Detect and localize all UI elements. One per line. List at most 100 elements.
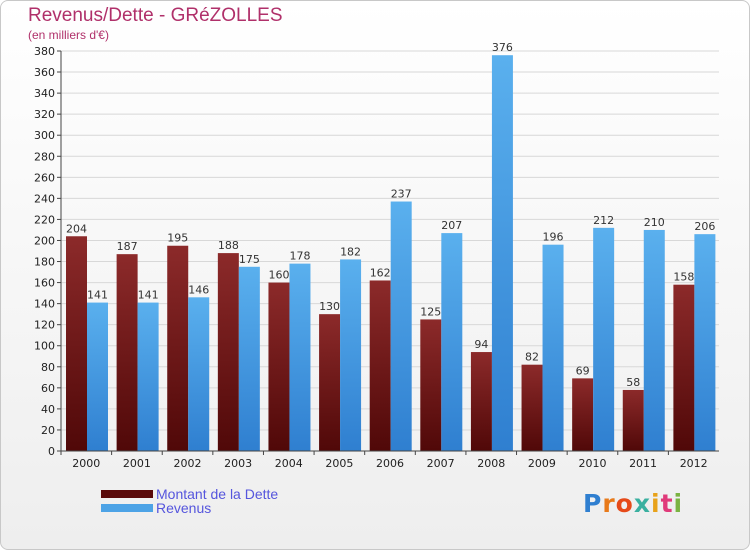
bar-debt-2012 bbox=[673, 284, 695, 451]
proxiti-logo: Proxiti bbox=[583, 489, 684, 518]
bar-debt-2000 bbox=[66, 236, 87, 451]
value-label-debt-2009: 82 bbox=[525, 351, 539, 364]
chart-subtitle: (en milliers d'€) bbox=[28, 28, 109, 42]
legend-item-revenue: Revenus bbox=[101, 500, 278, 516]
x-tick-label-2008: 2008 bbox=[477, 457, 505, 470]
bar-debt-2008 bbox=[470, 352, 492, 451]
x-tick-label-2010: 2010 bbox=[578, 457, 606, 470]
bar-revenue-2003 bbox=[238, 266, 260, 451]
value-label-revenue-2011: 210 bbox=[644, 216, 665, 229]
value-label-revenue-2003: 175 bbox=[239, 253, 260, 266]
bar-revenue-2000 bbox=[87, 302, 108, 451]
y-tick-label: 320 bbox=[34, 108, 55, 121]
y-tick-label: 300 bbox=[34, 129, 55, 142]
bar-debt-2005 bbox=[319, 314, 341, 451]
y-tick-label: 380 bbox=[34, 45, 55, 58]
bars bbox=[66, 55, 716, 452]
bar-revenue-2002 bbox=[188, 297, 210, 451]
value-label-debt-2011: 58 bbox=[626, 376, 640, 389]
legend-label-debt: Montant de la Dette bbox=[156, 486, 279, 502]
y-tick-label: 180 bbox=[34, 256, 55, 269]
value-label-revenue-2005: 182 bbox=[340, 245, 361, 258]
value-label-revenue-2007: 207 bbox=[441, 219, 462, 232]
value-label-debt-2003: 188 bbox=[218, 239, 239, 252]
bar-debt-2001 bbox=[116, 254, 138, 451]
bar-revenue-2001 bbox=[137, 302, 159, 451]
y-tick-label: 100 bbox=[34, 340, 55, 353]
bar-debt-2004 bbox=[268, 282, 290, 451]
x-tick-label-2012: 2012 bbox=[680, 457, 708, 470]
value-label-debt-2000: 204 bbox=[66, 222, 87, 235]
value-label-debt-2005: 130 bbox=[319, 300, 340, 313]
bar-revenue-2010 bbox=[593, 227, 615, 451]
axes: 0 20 40 60 80 100 120 140 160 180 200 220 240 260 280 3… bbox=[34, 45, 719, 470]
x-tick-label-2001: 2001 bbox=[123, 457, 151, 470]
x-tick-label-2005: 2005 bbox=[325, 457, 353, 470]
y-tick-label: 260 bbox=[34, 171, 55, 184]
value-label-revenue-2004: 178 bbox=[289, 250, 310, 263]
value-label-debt-2001: 187 bbox=[117, 240, 138, 253]
value-label-revenue-2001: 141 bbox=[138, 289, 159, 302]
value-label-debt-2010: 69 bbox=[576, 364, 590, 377]
y-tick-label: 200 bbox=[34, 234, 55, 247]
bar-debt-2011 bbox=[622, 389, 644, 451]
y-tick-label: 40 bbox=[41, 403, 55, 416]
value-label-revenue-2002: 146 bbox=[188, 283, 209, 296]
bar-revenue-2009 bbox=[542, 244, 564, 451]
y-tick-label: 80 bbox=[41, 361, 55, 374]
bar-revenue-2004 bbox=[289, 263, 311, 451]
y-tick-label: 360 bbox=[34, 66, 55, 79]
x-tick-label-2006: 2006 bbox=[376, 457, 404, 470]
bar-revenue-2006 bbox=[390, 201, 412, 451]
value-label-revenue-2008: 376 bbox=[492, 41, 513, 54]
value-label-debt-2002: 195 bbox=[167, 232, 188, 245]
x-tick-label-2003: 2003 bbox=[224, 457, 252, 470]
legend-item-debt: Montant de la Dette bbox=[101, 486, 279, 502]
legend-label-revenue: Revenus bbox=[156, 500, 212, 516]
legend: Montant de la Dette Revenus bbox=[101, 486, 279, 516]
x-tick-label-2009: 2009 bbox=[528, 457, 556, 470]
bar-revenue-2012 bbox=[694, 234, 716, 451]
y-tick-label: 140 bbox=[34, 298, 55, 311]
value-label-debt-2007: 125 bbox=[420, 305, 441, 318]
value-label-debt-2012: 158 bbox=[673, 271, 694, 284]
bar-debt-2002 bbox=[167, 245, 189, 451]
bar-debt-2009 bbox=[521, 364, 543, 451]
legend-swatch-revenue bbox=[101, 504, 153, 512]
y-tick-label: 0 bbox=[48, 445, 55, 458]
bar-debt-2007 bbox=[420, 319, 442, 451]
value-label-revenue-2010: 212 bbox=[593, 214, 614, 227]
bar-debt-2010 bbox=[572, 378, 594, 451]
x-tick-label-2000: 2000 bbox=[72, 457, 100, 470]
x-tick-label-2004: 2004 bbox=[275, 457, 303, 470]
legend-swatch-debt bbox=[101, 490, 153, 498]
y-tick-label: 280 bbox=[34, 150, 55, 163]
y-tick-label: 120 bbox=[34, 319, 55, 332]
y-tick-label: 60 bbox=[41, 382, 55, 395]
value-label-debt-2006: 162 bbox=[370, 266, 391, 279]
value-label-revenue-2009: 196 bbox=[543, 231, 564, 244]
bar-debt-2003 bbox=[217, 253, 239, 451]
value-label-debt-2004: 160 bbox=[268, 269, 289, 282]
y-tick-label: 160 bbox=[34, 277, 55, 290]
bar-revenue-2011 bbox=[643, 229, 665, 451]
chart-title: Revenus/Dette - GRéZOLLES bbox=[28, 5, 283, 26]
value-label-revenue-2006: 237 bbox=[391, 188, 412, 201]
x-tick-label-2011: 2011 bbox=[629, 457, 657, 470]
value-label-revenue-2012: 206 bbox=[694, 220, 715, 233]
x-tick-label-2007: 2007 bbox=[427, 457, 455, 470]
y-tick-label: 240 bbox=[34, 192, 55, 205]
y-tick-label: 220 bbox=[34, 213, 55, 226]
x-tick-label-2002: 2002 bbox=[174, 457, 202, 470]
value-label-revenue-2000: 141 bbox=[87, 289, 108, 302]
bar-revenue-2008 bbox=[491, 55, 513, 452]
value-label-debt-2008: 94 bbox=[474, 338, 488, 351]
y-tick-label: 340 bbox=[34, 87, 55, 100]
bar-revenue-2007 bbox=[441, 233, 463, 451]
bar-revenue-2005 bbox=[340, 259, 362, 451]
bar-debt-2006 bbox=[369, 280, 391, 451]
y-tick-label: 20 bbox=[41, 424, 55, 437]
